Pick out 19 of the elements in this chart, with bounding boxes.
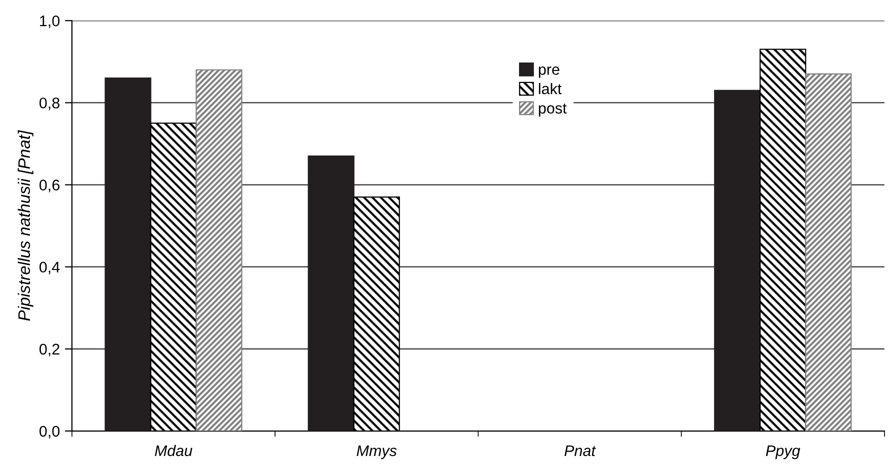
y-tick-label: 0,8 xyxy=(39,98,60,110)
x-tick-label: Mdau xyxy=(154,444,192,456)
bar xyxy=(714,90,761,432)
bar xyxy=(308,156,354,432)
bar xyxy=(104,78,152,432)
y-tick-label: 0,6 xyxy=(39,180,60,192)
y-tick-label: 0,4 xyxy=(39,262,60,274)
x-tick-label: Ppyg xyxy=(766,445,800,460)
y-axis-title: Pipistrellus nathusii [Pnat] xyxy=(18,130,34,321)
y-tick-label: 1,0 xyxy=(40,16,60,28)
x-tick-label: Pnat xyxy=(564,445,596,456)
bar xyxy=(196,69,242,432)
legend-label: lakt xyxy=(538,83,562,94)
y-tick-label: 0,0 xyxy=(39,426,60,438)
legend-label: post xyxy=(538,104,567,117)
bar xyxy=(805,73,852,432)
x-tick-label: Mmys xyxy=(356,445,397,460)
y-tick-label: 0,2 xyxy=(39,344,60,356)
legend-label: pre xyxy=(538,66,560,78)
